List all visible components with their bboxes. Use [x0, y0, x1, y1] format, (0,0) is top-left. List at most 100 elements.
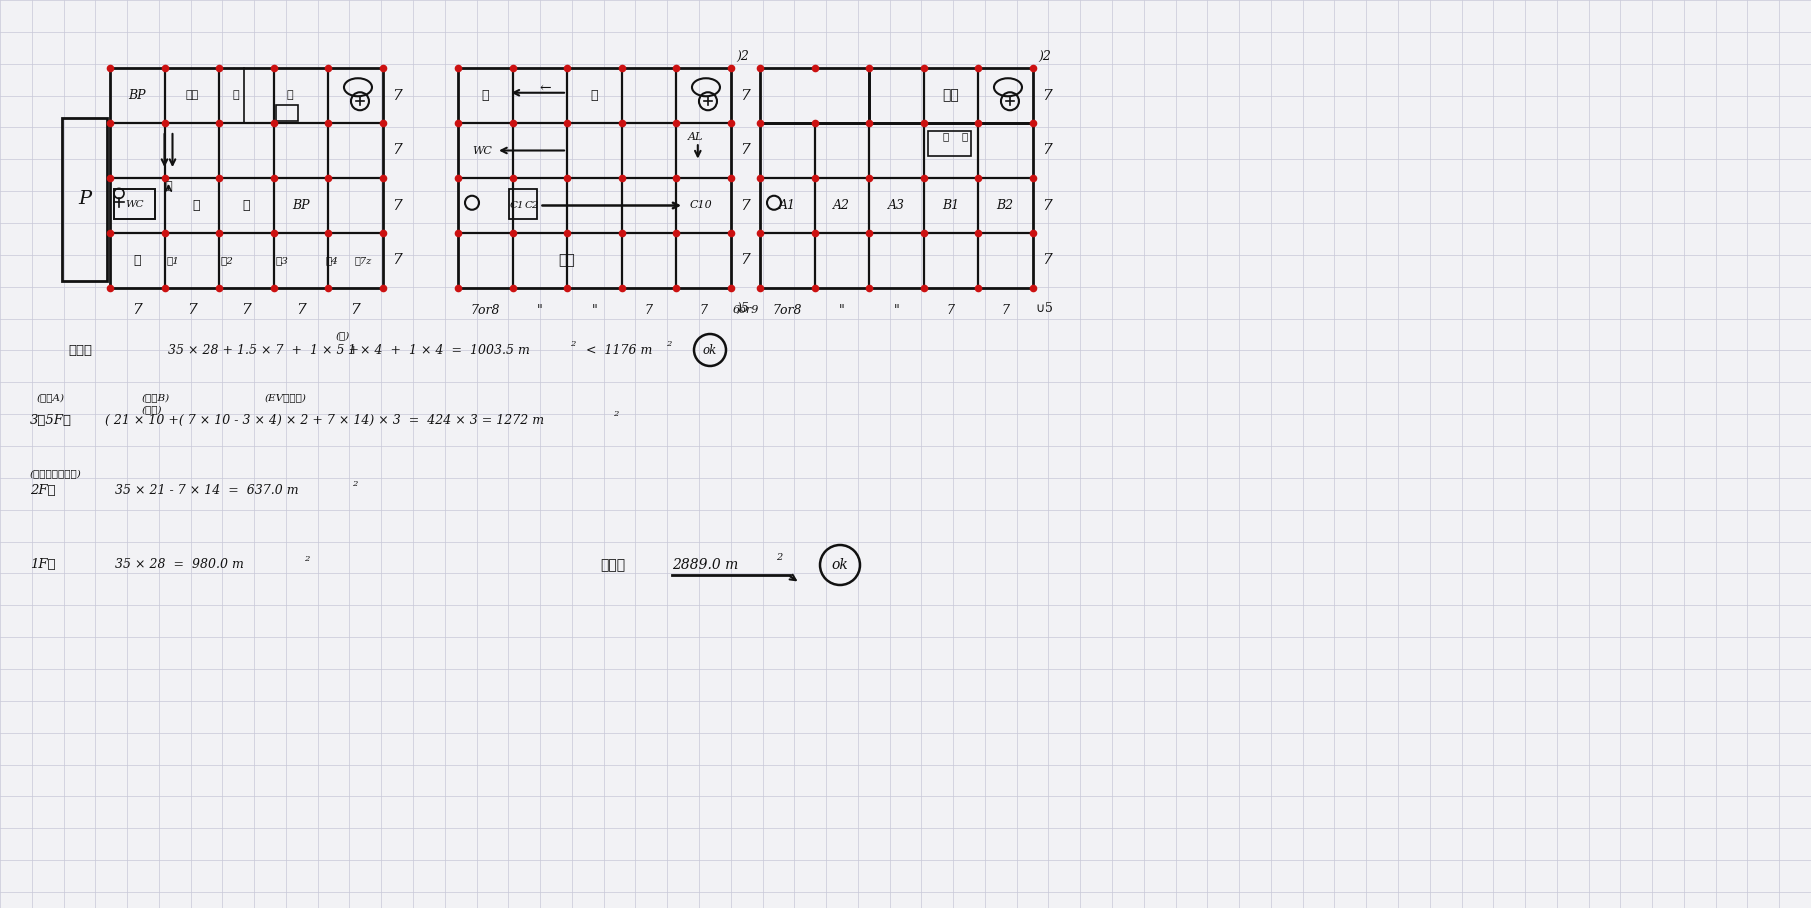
Text: (EVホール): (EVホール): [264, 393, 306, 402]
Text: ・4: ・4: [326, 256, 339, 265]
Text: 7: 7: [393, 199, 402, 212]
Text: 7: 7: [295, 303, 306, 317]
Text: 2F：: 2F：: [31, 483, 56, 497]
Text: 建面：: 建面：: [69, 343, 92, 357]
Text: 2: 2: [666, 340, 672, 348]
Text: 2: 2: [612, 410, 618, 418]
Text: 2889.0 m: 2889.0 m: [672, 558, 739, 572]
Text: 先: 先: [942, 133, 949, 142]
Text: ←: ←: [540, 80, 551, 94]
Text: 2: 2: [570, 340, 576, 348]
Text: B1: B1: [942, 199, 960, 212]
Text: 1 × 4  +  1 × 4  =  1003.5 m: 1 × 4 + 1 × 4 = 1003.5 m: [348, 343, 531, 357]
Text: 7: 7: [350, 303, 360, 317]
Bar: [275, 105, 297, 121]
Text: 天: 天: [590, 89, 598, 102]
Text: B2: B2: [996, 199, 1014, 212]
Text: (品質・開放廊下): (品質・開放廊下): [31, 469, 81, 479]
Text: P: P: [78, 191, 91, 209]
Text: 数1: 数1: [167, 256, 179, 265]
Text: C2: C2: [523, 201, 540, 210]
Text: 7: 7: [699, 303, 708, 317]
Text: ": ": [893, 303, 898, 317]
Text: (住戸B): (住戸B): [141, 393, 170, 402]
Text: 7or8: 7or8: [773, 303, 802, 317]
Text: 2: 2: [775, 554, 782, 562]
Text: ( 21 × 10 +( 7 × 10 - 3 × 4) × 2 + 7 × 14) × 3  =  424 × 3 = 1272 m: ( 21 × 10 +( 7 × 10 - 3 × 4) × 2 + 7 × 1…: [105, 413, 543, 427]
Text: 7: 7: [393, 253, 402, 268]
Text: ok: ok: [703, 343, 717, 357]
Text: 受: 受: [243, 199, 250, 212]
Text: 7: 7: [132, 303, 141, 317]
Text: 7: 7: [741, 143, 750, 157]
Text: 7: 7: [1043, 88, 1052, 103]
Text: A2: A2: [833, 199, 849, 212]
Text: )2: )2: [1038, 50, 1050, 63]
Text: )2: )2: [735, 50, 750, 63]
Text: WC: WC: [473, 145, 493, 155]
Text: 7or8: 7or8: [471, 303, 500, 317]
Text: 3～5F：: 3～5F：: [31, 413, 72, 427]
Text: ・3: ・3: [275, 256, 288, 265]
Text: ": ": [838, 303, 844, 317]
Text: ・2: ・2: [221, 256, 234, 265]
Text: C10: C10: [690, 201, 712, 211]
Text: 7: 7: [741, 253, 750, 268]
Bar: [114, 189, 156, 219]
Text: 会: 会: [165, 181, 172, 191]
Bar: [761, 123, 1032, 288]
Bar: [927, 131, 971, 156]
Text: 7: 7: [741, 88, 750, 103]
Text: 学: 学: [134, 254, 141, 267]
Text: )5: )5: [735, 301, 750, 314]
Text: 屋上: 屋上: [558, 253, 576, 268]
Text: (先危): (先危): [141, 406, 163, 414]
Text: BP: BP: [292, 199, 310, 212]
Text: 危: 危: [962, 133, 967, 142]
Text: 7: 7: [947, 303, 954, 317]
Text: 2: 2: [351, 480, 357, 488]
Text: AL: AL: [688, 132, 703, 142]
Text: 35 × 28  =  980.0 m: 35 × 28 = 980.0 m: [116, 558, 244, 571]
Text: 7: 7: [645, 303, 652, 317]
Text: ": ": [536, 303, 543, 317]
Text: 7: 7: [393, 143, 402, 157]
Text: ok: ok: [831, 558, 848, 572]
Text: C1: C1: [509, 201, 523, 210]
Bar: [110, 68, 382, 288]
Text: 2: 2: [304, 555, 310, 563]
Text: 合計：: 合計：: [599, 558, 625, 572]
Text: WC: WC: [125, 200, 143, 209]
Text: $\cup$5: $\cup$5: [1036, 301, 1054, 315]
Text: 35 × 21 - 7 × 14  =  637.0 m: 35 × 21 - 7 × 14 = 637.0 m: [116, 483, 299, 497]
Text: A1: A1: [779, 199, 795, 212]
Text: BP: BP: [129, 89, 147, 102]
Text: A3: A3: [887, 199, 906, 212]
Text: カ7z: カ7z: [355, 256, 371, 265]
Text: 7: 7: [393, 88, 402, 103]
Text: 7: 7: [1043, 199, 1052, 212]
Text: (住戸A): (住戸A): [36, 393, 65, 402]
Text: 中: 中: [192, 199, 199, 212]
Bar: [458, 68, 730, 288]
Text: 設備: 設備: [185, 91, 199, 101]
Bar: [509, 189, 536, 219]
Bar: [761, 68, 869, 123]
Text: 7: 7: [741, 199, 750, 212]
Text: 1F：: 1F：: [31, 558, 56, 571]
Text: 7: 7: [241, 303, 252, 317]
Text: 屋上: 屋上: [942, 88, 960, 103]
Bar: [62, 118, 107, 281]
Text: ジ: ジ: [232, 91, 239, 101]
Text: 電: 電: [286, 91, 293, 101]
Text: (杭): (杭): [337, 331, 350, 340]
Text: 7: 7: [1043, 253, 1052, 268]
Text: 応: 応: [482, 89, 489, 102]
Text: 6or9: 6or9: [733, 305, 759, 315]
Text: 7: 7: [187, 303, 197, 317]
Bar: [869, 68, 1032, 123]
Text: ": ": [592, 303, 598, 317]
Text: 35 × 28 + 1.5 × 7  +  1 × 5 +: 35 × 28 + 1.5 × 7 + 1 × 5 +: [168, 343, 359, 357]
Text: 7: 7: [1001, 303, 1009, 317]
Text: <  1176 m: < 1176 m: [578, 343, 652, 357]
